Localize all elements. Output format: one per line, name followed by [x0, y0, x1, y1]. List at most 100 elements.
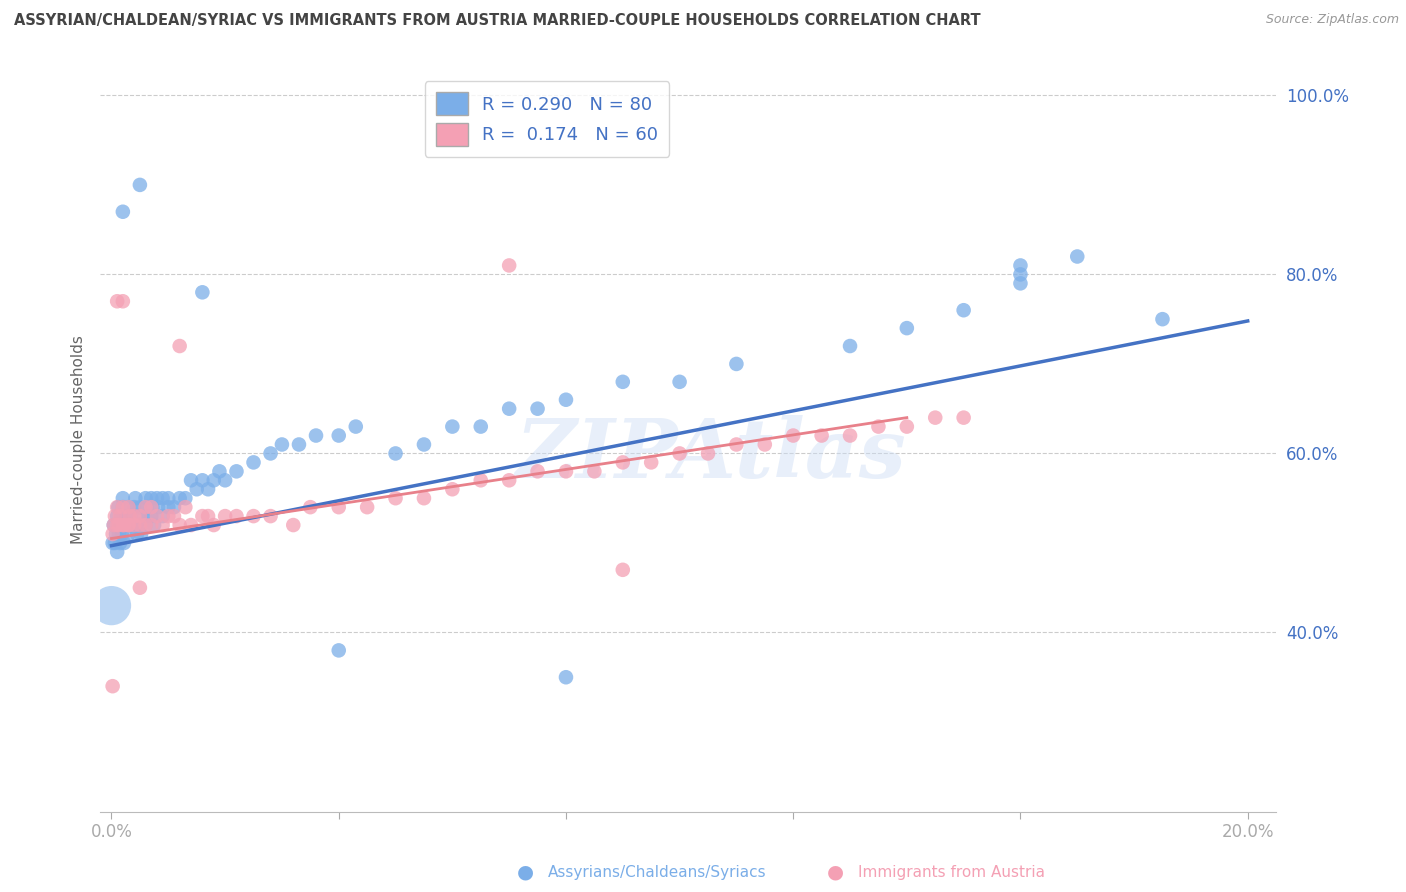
- Point: [1066, 250, 1088, 264]
- Point: [135, 500, 157, 515]
- Point: [120, 509, 142, 524]
- Point: [191, 473, 214, 487]
- Point: [117, 527, 139, 541]
- Point: [328, 643, 350, 657]
- Text: Assyrians/Chaldeans/Syriacs: Assyrians/Chaldeans/Syriacs: [548, 865, 766, 880]
- Point: [103, 518, 125, 533]
- Point: [135, 518, 157, 533]
- Point: [612, 455, 634, 469]
- Point: [288, 437, 311, 451]
- Point: [169, 491, 191, 506]
- Point: [191, 285, 214, 300]
- Point: [122, 518, 145, 533]
- Point: [135, 518, 157, 533]
- Point: [122, 518, 145, 533]
- Point: [152, 509, 174, 524]
- Point: [344, 419, 367, 434]
- Point: [1152, 312, 1174, 326]
- Point: [526, 464, 548, 478]
- Point: [101, 536, 124, 550]
- Point: [242, 509, 264, 524]
- Text: ●: ●: [827, 863, 844, 882]
- Point: [146, 491, 169, 506]
- Text: Immigrants from Austria: Immigrants from Austria: [858, 865, 1045, 880]
- Point: [896, 321, 918, 335]
- Point: [101, 679, 124, 693]
- Point: [583, 464, 606, 478]
- Point: [117, 518, 139, 533]
- Point: [135, 500, 157, 515]
- Point: [299, 500, 322, 515]
- Point: [555, 670, 578, 684]
- Point: [259, 446, 281, 460]
- Point: [169, 518, 191, 533]
- Point: [555, 392, 578, 407]
- Point: [141, 500, 163, 515]
- Point: [839, 339, 862, 353]
- Text: Source: ZipAtlas.com: Source: ZipAtlas.com: [1265, 13, 1399, 27]
- Point: [125, 527, 148, 541]
- Point: [498, 473, 520, 487]
- Point: [868, 419, 890, 434]
- Point: [202, 518, 225, 533]
- Point: [117, 500, 139, 515]
- Point: [128, 509, 150, 524]
- Text: ●: ●: [517, 863, 534, 882]
- Point: [152, 491, 174, 506]
- Point: [169, 339, 191, 353]
- Point: [108, 518, 131, 533]
- Point: [111, 491, 134, 506]
- Point: [526, 401, 548, 416]
- Point: [197, 509, 219, 524]
- Point: [242, 455, 264, 469]
- Point: [105, 500, 128, 515]
- Y-axis label: Married-couple Households: Married-couple Households: [72, 335, 86, 544]
- Point: [470, 419, 492, 434]
- Point: [128, 518, 150, 533]
- Point: [555, 464, 578, 478]
- Point: [104, 536, 127, 550]
- Point: [214, 473, 236, 487]
- Point: [782, 428, 804, 442]
- Point: [896, 419, 918, 434]
- Point: [697, 446, 720, 460]
- Point: [174, 500, 197, 515]
- Point: [108, 536, 131, 550]
- Point: [104, 509, 127, 524]
- Point: [122, 509, 145, 524]
- Point: [128, 500, 150, 515]
- Point: [125, 518, 148, 533]
- Point: [725, 437, 748, 451]
- Point: [117, 518, 139, 533]
- Point: [141, 518, 163, 533]
- Text: ZIPAtlas: ZIPAtlas: [516, 415, 907, 495]
- Point: [111, 518, 134, 533]
- Point: [157, 509, 180, 524]
- Point: [384, 491, 406, 506]
- Point: [128, 518, 150, 533]
- Point: [197, 482, 219, 496]
- Point: [107, 500, 129, 515]
- Point: [384, 446, 406, 460]
- Point: [105, 509, 128, 524]
- Point: [138, 509, 160, 524]
- Point: [952, 303, 974, 318]
- Point: [1010, 268, 1032, 282]
- Point: [640, 455, 662, 469]
- Point: [111, 527, 134, 541]
- Point: [754, 437, 776, 451]
- Point: [101, 527, 124, 541]
- Point: [259, 509, 281, 524]
- Point: [668, 375, 690, 389]
- Point: [612, 375, 634, 389]
- Point: [413, 491, 436, 506]
- Point: [208, 464, 231, 478]
- Point: [952, 410, 974, 425]
- Legend: R = 0.290   N = 80, R =  0.174   N = 60: R = 0.290 N = 80, R = 0.174 N = 60: [425, 81, 669, 157]
- Point: [105, 527, 128, 541]
- Point: [108, 527, 131, 541]
- Point: [612, 563, 634, 577]
- Point: [105, 545, 128, 559]
- Point: [135, 491, 157, 506]
- Point: [174, 491, 197, 506]
